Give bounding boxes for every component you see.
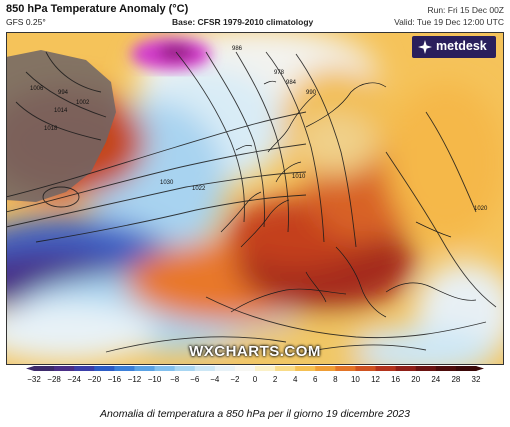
- isobar-label: 1002: [76, 100, 90, 106]
- isobar-label: 984: [286, 80, 297, 86]
- colorbar-swatch: [194, 366, 216, 371]
- climatology-base: Base: CFSR 1979-2010 climatology: [172, 17, 314, 27]
- isobar-label: 1006: [30, 86, 44, 92]
- watermark: WXCHARTS.COM: [189, 343, 321, 360]
- colorbar-swatch: [435, 366, 457, 371]
- colorbar-swatches: [26, 366, 484, 371]
- colorbar-tick-label: −32: [27, 375, 41, 384]
- colorbar: −32 −28 −24 −20 −16 −12 −10 −8 −6 −4 −2 0 2 4 6 8 10 12 16…: [26, 366, 484, 384]
- colorbar-swatch: [214, 366, 236, 371]
- colorbar-swatch: [54, 366, 75, 371]
- colorbar-swatch: [234, 366, 256, 371]
- colorbar-tick-label: 24: [431, 375, 440, 384]
- colorbar-tick-label: 28: [451, 375, 460, 384]
- colorbar-tick-label: −28: [47, 375, 61, 384]
- coastlines: [220, 80, 477, 318]
- colorbar-max-arrow: [476, 366, 484, 371]
- sparkle-icon: [418, 40, 432, 54]
- colorbar-swatch: [395, 366, 417, 371]
- colorbar-swatch: [275, 366, 296, 371]
- colorbar-swatch: [74, 366, 95, 371]
- colorbar-swatch: [415, 366, 437, 371]
- colorbar-swatch: [295, 366, 316, 371]
- colorbar-tick-label: 0: [253, 375, 258, 384]
- colorbar-tick-label: −10: [148, 375, 162, 384]
- isobar-label: 986: [232, 46, 243, 52]
- isobar-label: 990: [306, 90, 317, 96]
- colorbar-tick-label: −8: [170, 375, 180, 384]
- colorbar-tick-label: 8: [333, 375, 338, 384]
- colorbar-swatch: [174, 366, 196, 371]
- greenland-landmass: [6, 50, 116, 202]
- isobar-label: 1022: [192, 186, 206, 192]
- metdesk-logo: metdesk: [412, 36, 496, 58]
- colorbar-tick-label: 20: [411, 375, 420, 384]
- colorbar-min-arrow: [26, 366, 34, 371]
- logo-text: metdesk: [436, 39, 487, 53]
- colorbar-tick-label: 2: [273, 375, 278, 384]
- colorbar-swatch: [134, 366, 156, 371]
- anomaly-field: [6, 32, 504, 365]
- colorbar-swatch: [34, 366, 55, 371]
- colorbar-tick-label: 12: [371, 375, 380, 384]
- isobar-label: 1020: [474, 206, 488, 212]
- map-border: [6, 32, 504, 365]
- anomaly-map: 1006 1010 1014 1018 1020 1022 1030 986 9…: [6, 32, 504, 365]
- colorbar-tick-label: −4: [210, 375, 220, 384]
- colorbar-swatch: [255, 366, 276, 371]
- colorbar-swatch: [114, 366, 135, 371]
- colorbar-tick-label: 4: [293, 375, 298, 384]
- colorbar-tick-label: −24: [67, 375, 81, 384]
- colorbar-ticks: −32 −28 −24 −20 −16 −12 −10 −8 −6 −4 −2 0 2 4 6 8 10 12 16…: [27, 375, 481, 384]
- colorbar-tick-label: −16: [108, 375, 122, 384]
- model-label: GFS 0.25°: [6, 17, 46, 27]
- colorbar-swatch: [154, 366, 176, 371]
- isobar-label: 1018: [44, 126, 58, 132]
- map-canvas: 1006 1010 1014 1018 1020 1022 1030 986 9…: [6, 32, 504, 365]
- figure-caption: Anomalia di temperatura a 850 hPa per il…: [100, 408, 410, 420]
- colorbar-tick-label: −6: [190, 375, 200, 384]
- colorbar-swatch: [355, 366, 377, 371]
- colorbar-swatch: [335, 366, 356, 371]
- isobar-label: 994: [58, 90, 69, 96]
- colorbar-tick-label: 6: [313, 375, 318, 384]
- valid-time: Valid: Tue 19 Dec 12:00 UTC: [394, 17, 504, 27]
- isobar-label: 978: [274, 70, 285, 76]
- run-time: Run: Fri 15 Dec 00Z: [427, 5, 504, 15]
- isobar-label: 1030: [160, 180, 174, 186]
- colorbar-swatch: [375, 366, 397, 371]
- colorbar-swatch: [315, 366, 336, 371]
- colorbar-tick-label: −2: [230, 375, 240, 384]
- magenta-cold-core: [131, 38, 211, 70]
- isobar-label: 1014: [54, 108, 68, 114]
- colorbar-tick-label: 16: [391, 375, 400, 384]
- colorbar-tick-label: −12: [128, 375, 142, 384]
- isobar-labels: 1006 1010 1014 1018 1020 1022 1030 986 9…: [30, 46, 488, 212]
- colorbar-swatch: [455, 366, 477, 371]
- colorbar-swatch: [94, 366, 115, 371]
- colorbar-tick-label: −20: [87, 375, 101, 384]
- isobar-label: 1010: [292, 174, 306, 180]
- chart-header: 850 hPa Temperature Anomaly (°C) GFS 0.2…: [6, 2, 504, 32]
- colorbar-tick-label: 32: [472, 375, 481, 384]
- chart-title: 850 hPa Temperature Anomaly (°C): [6, 3, 189, 15]
- isobars: [6, 51, 497, 353]
- colorbar-tick-label: 10: [351, 375, 360, 384]
